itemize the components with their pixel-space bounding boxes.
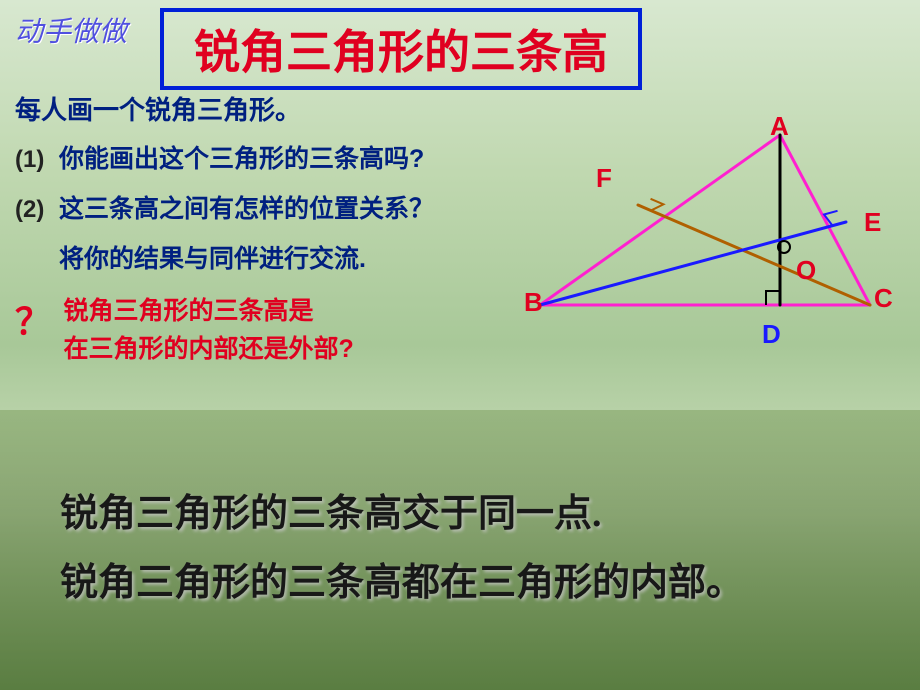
question-2-num: (2) [15,196,59,224]
question-2-text: 这三条高之间有怎样的位置关系？ [59,189,434,225]
vertex-label-E: E [864,207,881,238]
vertex-label-C: C [874,283,893,314]
title-text: 锐角三角形的三条高 [194,27,608,78]
question-1-num: (1) [15,146,59,174]
slide-container: 动手做做 锐角三角形的三条高 每人画一个锐角三角形。 (1) 你能画出这个三角形… [0,0,920,690]
share-line: 将你的结果与同伴进行交流. [59,239,434,275]
conclusions-block: 锐角三角形的三条高交于同一点. 锐角三角形的三条高都在三角形的内部。 [60,482,744,620]
question-1: (1) 你能画出这个三角形的三条高吗? [15,139,434,175]
triangle-svg [530,115,890,355]
content-block: 每人画一个锐角三角形。 (1) 你能画出这个三角形的三条高吗? (2) 这三条高… [15,90,434,368]
intro-line: 每人画一个锐角三角形。 [15,90,434,127]
vertex-label-O: O [796,255,816,286]
conclusion-1: 锐角三角形的三条高交于同一点. [60,482,744,537]
conclusion-2: 锐角三角形的三条高都在三角形的内部。 [60,551,744,606]
side-question-text: 锐角三角形的三条高是 在三角形的内部还是外部? [63,293,353,368]
vertex-label-B: B [524,287,543,318]
vertex-label-D: D [762,319,781,350]
question-mark-icon: ？ [15,293,59,345]
vertex-label-F: F [596,163,612,194]
logo-text: 动手做做 [15,17,127,48]
side-question-line-2: 在三角形的内部还是外部? [63,331,353,369]
title-box: 锐角三角形的三条高 [160,8,642,90]
side-question-line-1: 锐角三角形的三条高是 [63,293,353,331]
question-1-text: 你能画出这个三角形的三条高吗? [59,139,424,175]
side-question-block: ？ 锐角三角形的三条高是 在三角形的内部还是外部? [15,293,434,368]
triangle-diagram: A B C D E F O [530,115,890,355]
question-2: (2) 这三条高之间有怎样的位置关系？ [15,189,434,225]
vertex-label-A: A [770,111,789,142]
corner-logo: 动手做做 [15,10,127,50]
